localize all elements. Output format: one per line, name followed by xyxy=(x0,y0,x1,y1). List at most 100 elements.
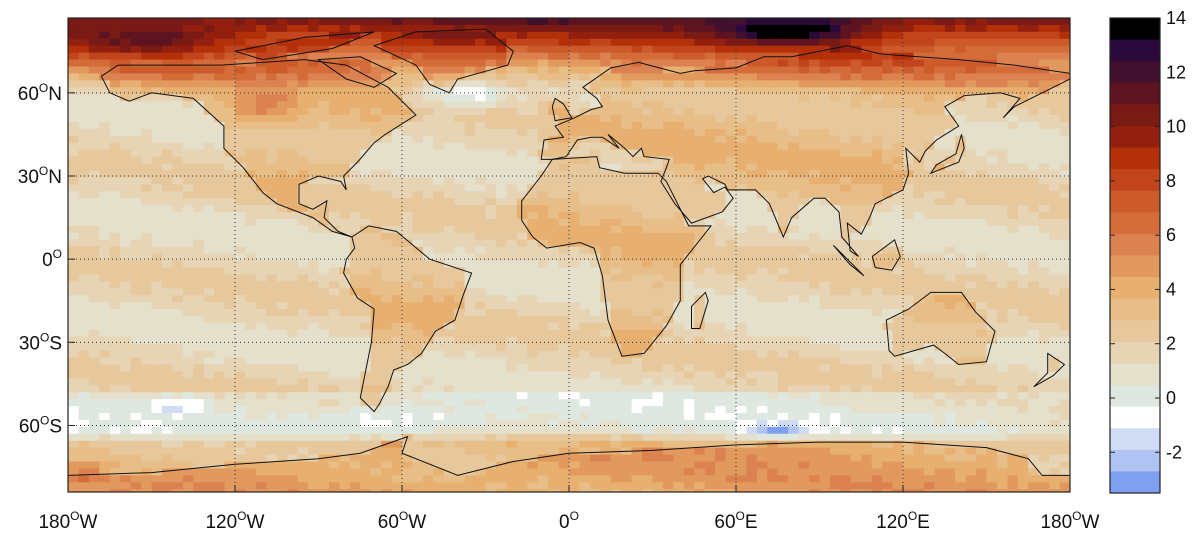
grid-cell xyxy=(934,128,946,137)
grid-cell xyxy=(422,274,434,282)
grid-cell xyxy=(349,225,361,234)
grid-cell xyxy=(193,267,205,276)
grid-cell xyxy=(402,191,414,199)
grid-cell xyxy=(88,191,100,199)
grid-cell xyxy=(788,343,800,352)
grid-cell xyxy=(88,135,100,144)
grid-cell xyxy=(861,177,873,185)
grid-cell xyxy=(161,218,173,227)
grid-cell xyxy=(266,212,278,220)
grid-cell xyxy=(746,24,758,33)
grid-cell xyxy=(955,108,967,116)
grid-cell xyxy=(349,357,361,366)
grid-cell xyxy=(683,142,695,151)
grid-cell xyxy=(892,371,904,379)
grid-cell xyxy=(287,218,299,227)
grid-cell xyxy=(767,24,779,33)
grid-cell xyxy=(506,121,518,130)
grid-cell xyxy=(464,267,476,276)
grid-cell xyxy=(621,322,633,331)
grid-cell xyxy=(141,156,153,165)
grid-cell xyxy=(871,66,883,75)
grid-cell xyxy=(506,198,518,206)
grid-cell xyxy=(78,45,90,54)
grid-cell xyxy=(224,350,236,359)
grid-cell xyxy=(903,357,915,366)
grid-cell xyxy=(642,322,654,331)
grid-cell xyxy=(829,45,841,54)
grid-cell xyxy=(829,101,841,109)
grid-cell xyxy=(151,371,163,379)
grid-cell xyxy=(558,288,570,296)
grid-cell xyxy=(78,87,90,95)
grid-cell xyxy=(746,239,758,248)
grid-cell xyxy=(788,184,800,192)
grid-cell xyxy=(495,322,507,331)
grid-cell xyxy=(642,156,654,165)
grid-cell xyxy=(516,135,528,144)
grid-cell xyxy=(287,101,299,109)
grid-cell xyxy=(1007,135,1019,144)
grid-cell xyxy=(1017,191,1029,199)
grid-cell xyxy=(151,212,163,220)
grid-cell xyxy=(704,66,716,75)
grid-cell xyxy=(1017,205,1029,213)
grid-cell xyxy=(78,149,90,158)
grid-cell xyxy=(704,80,716,88)
grid-cell xyxy=(360,274,372,282)
grid-cell xyxy=(631,295,643,303)
grid-cell xyxy=(381,343,393,352)
grid-cell xyxy=(193,38,205,47)
grid-cell xyxy=(767,170,779,178)
grid-cell xyxy=(548,115,560,123)
grid-cell xyxy=(662,18,674,26)
grid-cell xyxy=(214,371,226,379)
grid-cell xyxy=(412,24,424,33)
grid-cell xyxy=(422,350,434,359)
grid-cell xyxy=(349,212,361,220)
grid-cell xyxy=(809,135,821,144)
grid-cell xyxy=(861,329,873,338)
grid-cell xyxy=(850,274,862,282)
grid-cell xyxy=(318,357,330,366)
grid-cell xyxy=(214,80,226,88)
grid-cell xyxy=(276,253,288,262)
grid-cell xyxy=(736,329,748,338)
grid-cell xyxy=(809,218,821,227)
grid-cell xyxy=(381,212,393,220)
grid-cell xyxy=(141,108,153,116)
grid-cell xyxy=(788,94,800,102)
grid-cell xyxy=(819,253,831,262)
grid-cell xyxy=(788,315,800,324)
grid-cell xyxy=(255,253,267,262)
grid-cell xyxy=(224,59,236,68)
grid-cell xyxy=(182,267,194,276)
grid-cell xyxy=(328,170,340,178)
grid-cell xyxy=(1049,128,1061,137)
grid-cell xyxy=(610,350,622,359)
grid-cell xyxy=(182,45,194,54)
grid-cell xyxy=(255,52,267,61)
grid-cell xyxy=(193,184,205,192)
grid-cell xyxy=(464,302,476,310)
grid-cell xyxy=(495,281,507,289)
grid-cell xyxy=(495,94,507,102)
grid-cell xyxy=(339,343,351,352)
grid-cell xyxy=(610,73,622,81)
grid-cell xyxy=(224,225,236,234)
grid-cell xyxy=(767,232,779,241)
grid-cell xyxy=(120,288,132,296)
grid-cell xyxy=(798,267,810,276)
grid-cell xyxy=(746,59,758,68)
grid-cell xyxy=(318,149,330,158)
grid-cell xyxy=(308,163,320,172)
grid-cell xyxy=(464,253,476,262)
grid-cell xyxy=(809,281,821,289)
grid-cell xyxy=(287,329,299,338)
grid-cell xyxy=(412,177,424,185)
grid-cell xyxy=(203,31,215,40)
grid-cell xyxy=(600,18,612,26)
grid-cell xyxy=(903,253,915,262)
grid-cell xyxy=(589,343,601,352)
grid-cell xyxy=(245,184,257,192)
